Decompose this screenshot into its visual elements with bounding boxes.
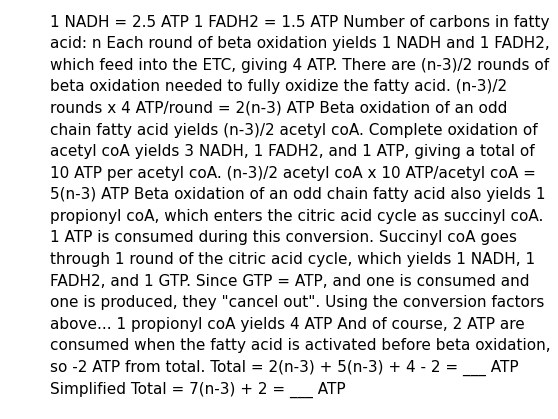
Text: acetyl coA yields 3 NADH, 1 FADH2, and 1 ATP, giving a total of: acetyl coA yields 3 NADH, 1 FADH2, and 1…: [50, 144, 535, 159]
Text: through 1 round of the citric acid cycle, which yields 1 NADH, 1: through 1 round of the citric acid cycle…: [50, 252, 535, 267]
Text: acid: n Each round of beta oxidation yields 1 NADH and 1 FADH2,: acid: n Each round of beta oxidation yie…: [50, 36, 550, 51]
Text: 1 ATP is consumed during this conversion. Succinyl coA goes: 1 ATP is consumed during this conversion…: [50, 230, 517, 246]
Text: beta oxidation needed to fully oxidize the fatty acid. (n-3)/2: beta oxidation needed to fully oxidize t…: [50, 80, 507, 94]
Text: one is produced, they "cancel out". Using the conversion factors: one is produced, they "cancel out". Usin…: [50, 295, 545, 310]
Text: Simplified Total = 7(n-3) + 2 = ___ ATP: Simplified Total = 7(n-3) + 2 = ___ ATP: [50, 381, 346, 398]
Text: above... 1 propionyl coA yields 4 ATP And of course, 2 ATP are: above... 1 propionyl coA yields 4 ATP An…: [50, 317, 525, 332]
Text: 10 ATP per acetyl coA. (n-3)/2 acetyl coA x 10 ATP/acetyl coA =: 10 ATP per acetyl coA. (n-3)/2 acetyl co…: [50, 166, 536, 181]
Text: rounds x 4 ATP/round = 2(n-3) ATP Beta oxidation of an odd: rounds x 4 ATP/round = 2(n-3) ATP Beta o…: [50, 101, 508, 116]
Text: propionyl coA, which enters the citric acid cycle as succinyl coA.: propionyl coA, which enters the citric a…: [50, 209, 543, 224]
Text: 1 NADH = 2.5 ATP 1 FADH2 = 1.5 ATP Number of carbons in fatty: 1 NADH = 2.5 ATP 1 FADH2 = 1.5 ATP Numbe…: [50, 15, 550, 30]
Text: so -2 ATP from total. Total = 2(n-3) + 5(n-3) + 4 - 2 = ___ ATP: so -2 ATP from total. Total = 2(n-3) + 5…: [50, 360, 519, 376]
Text: 5(n-3) ATP Beta oxidation of an odd chain fatty acid also yields 1: 5(n-3) ATP Beta oxidation of an odd chai…: [50, 187, 546, 202]
Text: which feed into the ETC, giving 4 ATP. There are (n-3)/2 rounds of: which feed into the ETC, giving 4 ATP. T…: [50, 58, 549, 73]
Text: consumed when the fatty acid is activated before beta oxidation,: consumed when the fatty acid is activate…: [50, 338, 551, 353]
Text: FADH2, and 1 GTP. Since GTP = ATP, and one is consumed and: FADH2, and 1 GTP. Since GTP = ATP, and o…: [50, 274, 530, 289]
Text: chain fatty acid yields (n-3)/2 acetyl coA. Complete oxidation of: chain fatty acid yields (n-3)/2 acetyl c…: [50, 122, 538, 137]
